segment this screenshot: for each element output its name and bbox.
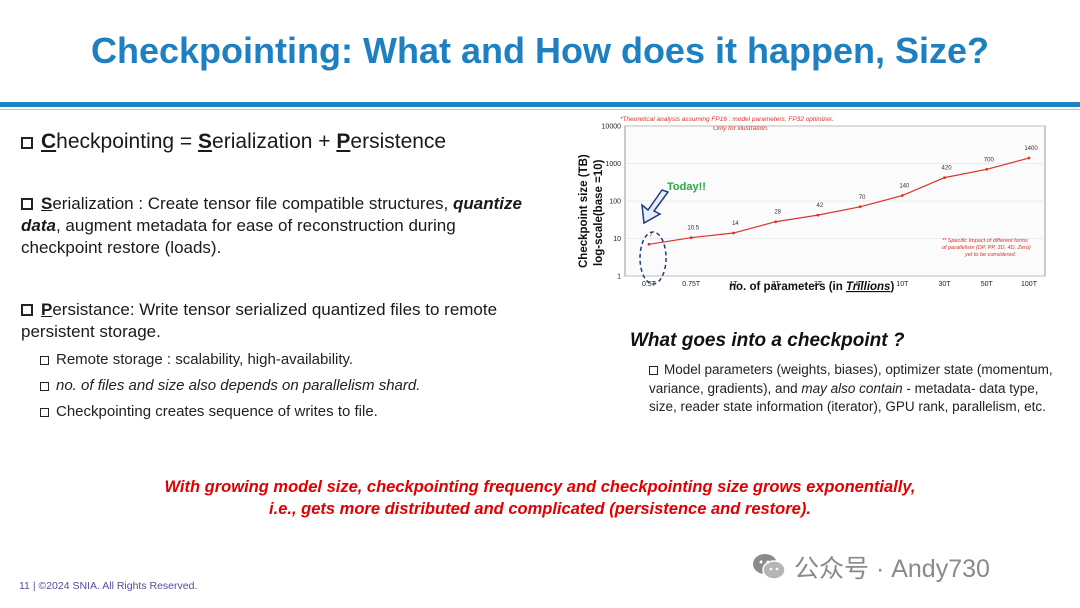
y-tick-label: 10 — [613, 236, 621, 243]
chart-note-right-1: ** Specific Impact of different forms — [942, 238, 1028, 244]
what-goes-title: What goes into a checkpoint ? — [630, 330, 905, 351]
data-point — [985, 167, 989, 171]
data-label: 42 — [817, 203, 824, 209]
checkbox-bullet-icon — [21, 137, 33, 149]
y-tick-label: 1000 — [605, 161, 621, 168]
data-label: 14 — [732, 221, 739, 227]
data-point — [774, 220, 778, 224]
x-tick-label: 2T — [772, 281, 781, 288]
data-point — [689, 236, 693, 240]
key-takeaway: With growing model size, checkpointing f… — [0, 476, 1080, 520]
title-divider-thin — [0, 109, 1080, 110]
today-arrow-icon — [641, 189, 670, 225]
y-axis-label-1: Checkpoint size (TB) — [578, 154, 590, 268]
chart-note-top: *Theoretical analysis assuming FP16 : mo… — [620, 116, 834, 123]
data-point — [943, 176, 946, 180]
page-title: Checkpointing: What and How does it happ… — [90, 30, 989, 71]
bullet-serialization: Serialization : Create tensor file compa… — [21, 194, 522, 257]
data-point — [647, 242, 651, 246]
key-takeaway-line-2: i.e., gets more distributed and complica… — [269, 500, 811, 518]
key-takeaway-line-1: With growing model size, checkpointing f… — [164, 478, 916, 496]
x-tick-label: 30T — [939, 281, 952, 288]
bullet-checkpointing: Checkpointing = Serialization + Persiste… — [21, 130, 446, 154]
data-label: 1400 — [1024, 146, 1038, 152]
watermark-text: 公众号 · Andy730 — [794, 555, 990, 583]
data-label: 700 — [984, 157, 995, 163]
x-tick-label: 5T — [856, 281, 865, 288]
x-tick-label: 0.5T — [642, 281, 657, 288]
chart-note-right-2: of parallelism (DP, PP, 3D, 4D, Zero) — [942, 245, 1031, 251]
checkbox-bullet-icon — [21, 198, 33, 210]
sub-bullet-sequence-writes: Checkpointing creates sequence of writes… — [40, 403, 378, 420]
series-line — [648, 157, 1030, 245]
checkbox-bullet-icon — [40, 408, 49, 417]
x-tick-label: 10T — [896, 281, 909, 288]
chart-note-right-3: yet to be considered. — [964, 252, 1016, 258]
data-label: 140 — [899, 184, 910, 190]
checkbox-bullet-icon — [40, 382, 49, 391]
data-point — [1027, 156, 1031, 160]
x-tick-label: 3T — [814, 281, 823, 288]
data-point — [732, 231, 735, 235]
title-divider — [0, 102, 1080, 107]
data-label: 10.5 — [687, 226, 699, 232]
today-highlight-ellipse — [639, 231, 667, 285]
checkpoint-size-chart: *Theoretical analysis assuming FP16 : mo… — [578, 116, 1046, 293]
data-label: 70 — [859, 195, 866, 201]
y-tick-label: 10000 — [602, 124, 622, 131]
data-point — [900, 194, 904, 197]
sub-bullet-files-size: no. of files and size also depends on pa… — [40, 377, 420, 394]
x-tick-label: 1T — [729, 281, 738, 288]
data-label: 7 — [649, 232, 653, 238]
chart-note-top2: Only for illustration. — [713, 125, 769, 132]
checkbox-bullet-icon — [649, 366, 658, 375]
data-point — [816, 213, 820, 217]
bullet-persistance: Persistance: Write tensor serialized qua… — [21, 300, 498, 341]
watermark: 公众号 · Andy730 — [752, 549, 990, 585]
data-label: 420 — [942, 166, 953, 172]
checkbox-bullet-icon — [21, 304, 33, 316]
y-tick-label: 1 — [617, 274, 621, 281]
today-label: Today!! — [667, 181, 706, 193]
x-tick-label: 0.75T — [682, 281, 701, 288]
data-label: 28 — [774, 210, 781, 216]
wechat-icon — [753, 554, 786, 580]
x-axis-label: no. of parameters (in Trillions) — [729, 281, 894, 293]
sub-bullet-remote-storage: Remote storage : scalability, high-avail… — [40, 351, 353, 368]
checkbox-bullet-icon — [40, 356, 49, 365]
copyright-footer: 11 | ©2024 SNIA. All Rights Reserved. — [19, 580, 198, 592]
x-tick-label: 100T — [1021, 281, 1038, 288]
y-tick-label: 100 — [609, 199, 621, 206]
what-goes-body: Model parameters (weights, biases), opti… — [649, 362, 1053, 414]
y-axis-label-2: log-scale(base =10) — [593, 159, 605, 266]
data-point — [858, 205, 862, 209]
x-tick-label: 50T — [981, 281, 994, 288]
